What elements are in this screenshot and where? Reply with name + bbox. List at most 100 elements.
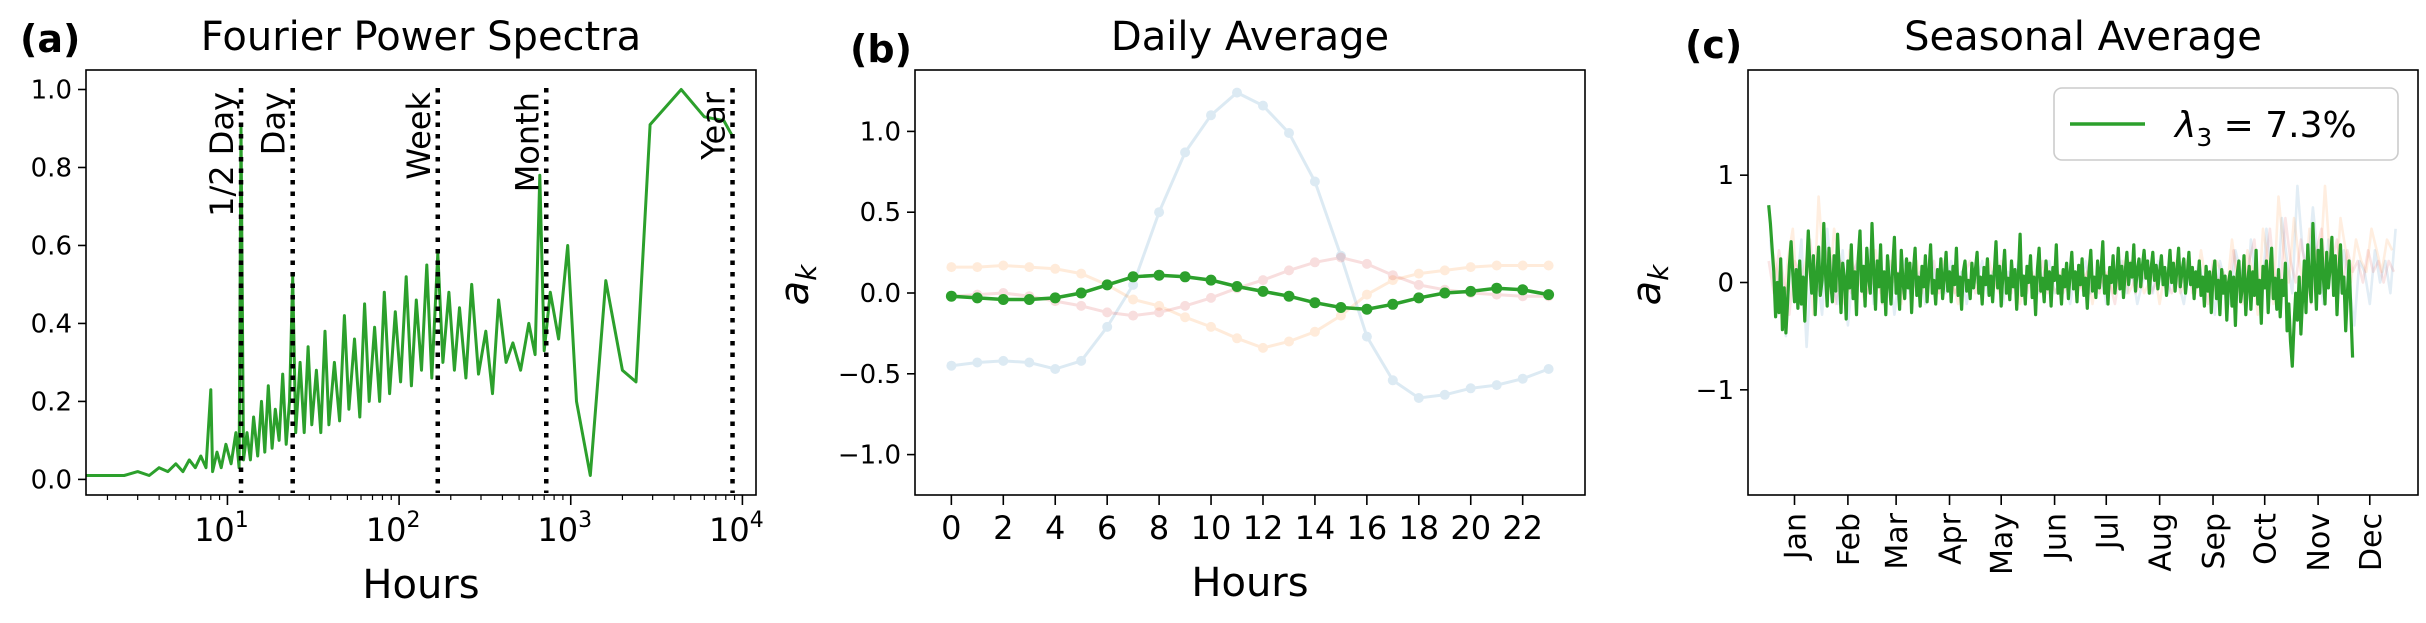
daily-point — [1491, 282, 1503, 294]
daily-point — [1439, 265, 1450, 276]
daily-point — [1543, 260, 1554, 271]
daily-point — [1361, 258, 1372, 269]
daily-point — [1284, 128, 1294, 138]
x-tick-label-a: 103 — [537, 508, 592, 549]
daily-point — [1180, 312, 1191, 323]
daily-point — [1439, 389, 1450, 400]
daily-point — [1232, 87, 1242, 98]
daily-point — [946, 262, 957, 273]
daily-point — [1258, 342, 1268, 353]
y-tick-label-a: 0.8 — [31, 153, 72, 183]
power-spectrum-line — [86, 88, 734, 477]
x-tick-label-b: 14 — [1295, 509, 1336, 547]
daily-point — [1258, 275, 1268, 286]
daily-point — [1206, 110, 1216, 121]
x-tick-label-b: 8 — [1149, 509, 1169, 547]
panel-fourier-power-spectra: (a) Fourier Power Spectra 1/2 Day Day Week… — [20, 14, 764, 608]
x-tick-label-b: 4 — [1045, 509, 1065, 547]
x-tick-label-c: Dec — [2354, 513, 2389, 571]
daily-point — [1206, 292, 1216, 303]
daily-point — [1387, 375, 1398, 386]
daily-line — [951, 263, 1549, 350]
y-axis-label-c: ak — [1624, 263, 1675, 306]
daily-point — [1206, 321, 1216, 332]
daily-point — [1050, 263, 1061, 274]
daily-point — [972, 357, 983, 368]
daily-point — [1387, 270, 1398, 281]
daily-point — [1154, 300, 1165, 311]
x-tick-label-a: 104 — [709, 508, 764, 549]
daily-point — [1258, 100, 1268, 111]
daily-series-3 — [945, 269, 1555, 315]
y-tick-label-b: −1.0 — [838, 441, 901, 471]
x-tick-label-c: Aug — [2144, 513, 2179, 572]
daily-point — [1284, 265, 1294, 276]
daily-point — [997, 294, 1009, 305]
daily-point — [1309, 176, 1320, 187]
x-tick-label-b: 16 — [1347, 509, 1388, 547]
daily-point — [998, 355, 1009, 366]
daily-series-1 — [946, 260, 1554, 353]
daily-point — [1413, 268, 1424, 279]
daily-point — [971, 292, 983, 304]
daily-point — [1465, 383, 1476, 394]
chart-title-c: Seasonal Average — [1904, 14, 2262, 60]
daily-point — [1050, 364, 1061, 374]
daily-point — [972, 262, 983, 273]
daily-point — [945, 290, 957, 302]
daily-point — [1517, 260, 1528, 271]
daily-point — [1439, 287, 1451, 299]
x-tick-label-c: Jan — [1779, 513, 1814, 561]
daily-point — [1465, 285, 1477, 297]
x-tick-label-b: 0 — [941, 509, 961, 547]
daily-point — [1024, 262, 1035, 273]
x-tick-label-b: 20 — [1450, 509, 1491, 547]
daily-point — [1543, 364, 1554, 374]
daily-point — [1387, 298, 1399, 310]
axes-frame-a — [85, 69, 757, 496]
daily-point — [1413, 393, 1424, 403]
daily-point — [1180, 300, 1191, 311]
y-tick-label-c: 1 — [1717, 161, 1734, 191]
panel-label-b: (b) — [850, 27, 912, 71]
x-tick-label-c: Jun — [2039, 513, 2074, 562]
daily-point — [1413, 279, 1424, 290]
daily-point — [1154, 307, 1165, 318]
x-tick-label-b: 22 — [1502, 509, 1543, 547]
x-tick-label-b: 2 — [993, 509, 1013, 547]
daily-point — [1257, 285, 1269, 297]
axes-frame-c — [1747, 69, 2419, 496]
axes-frame-b — [914, 69, 1586, 496]
x-tick-label-c: Apr — [1934, 512, 1969, 565]
daily-point — [1361, 289, 1372, 300]
daily-point — [1465, 262, 1476, 273]
period-marker-label: 1/2 Day — [203, 92, 241, 217]
daily-point — [1128, 294, 1139, 305]
daily-point — [1517, 373, 1528, 384]
daily-point — [1205, 274, 1217, 286]
x-tick-label-c: Feb — [1832, 513, 1867, 566]
y-tick-label-a: 1.0 — [31, 75, 72, 105]
daily-point — [1543, 289, 1555, 301]
daily-point — [1284, 336, 1294, 347]
x-tick-label-b: 12 — [1243, 509, 1284, 547]
y-tick-label-b: 0.5 — [860, 198, 901, 228]
daily-point — [1361, 331, 1372, 342]
daily-point — [1335, 250, 1346, 261]
panel-seasonal-average: (c) Seasonal Average Jan Feb Mar Apr May Jun J… — [1624, 14, 2419, 575]
y-tick-label-c: 0 — [1717, 269, 1734, 299]
daily-point — [1076, 268, 1087, 279]
daily-point — [1309, 326, 1320, 337]
daily-point — [1335, 302, 1347, 313]
panel-label-c: (c) — [1685, 23, 1742, 67]
daily-point — [1309, 257, 1320, 268]
period-marker-label: Month — [508, 92, 546, 192]
daily-point — [1283, 290, 1295, 302]
y-tick-label-a: 0.0 — [31, 465, 72, 495]
daily-point — [1180, 147, 1191, 158]
daily-point — [1153, 269, 1165, 281]
daily-point — [1232, 333, 1242, 344]
legend: λ3 = 7.3% — [2053, 87, 2399, 161]
y-tick-label-c: −1 — [1696, 376, 1734, 406]
y-tick-label-a: 0.4 — [31, 309, 72, 339]
